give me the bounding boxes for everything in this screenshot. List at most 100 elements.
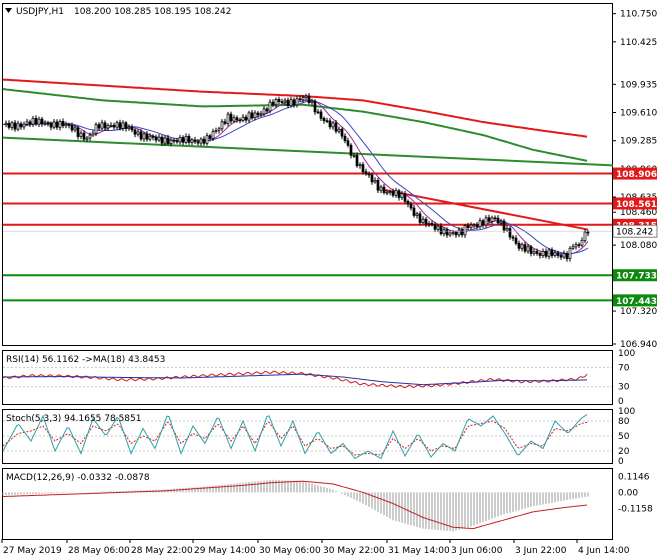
candle-body bbox=[277, 99, 281, 102]
rsi-tick-label: 30 bbox=[618, 383, 630, 393]
candle-body bbox=[265, 108, 269, 112]
candle-body bbox=[442, 229, 446, 235]
candle-body bbox=[427, 223, 431, 225]
level-tag-108.561 bbox=[613, 197, 657, 210]
candle-body bbox=[19, 123, 23, 128]
candle-body bbox=[79, 132, 83, 137]
candle-body bbox=[481, 220, 485, 226]
candle-body bbox=[439, 225, 443, 235]
candle-body bbox=[331, 122, 335, 128]
candle-body bbox=[10, 122, 14, 128]
macd-tick-label: 0.00 bbox=[618, 488, 638, 498]
candle-body bbox=[547, 249, 551, 257]
macd-tick-label: 0.1146 bbox=[618, 472, 650, 482]
candle-body bbox=[259, 113, 263, 116]
candle-body bbox=[238, 119, 242, 122]
current-price-tag bbox=[612, 224, 658, 238]
candle-body bbox=[382, 186, 386, 193]
time-tick-label: 4 Jun 14:00 bbox=[578, 546, 630, 556]
price-panel[interactable]: 110.750 110.425 109.935 109.610 109.285 108.9… bbox=[2, 10, 658, 350]
price-tick-label: 106.940 bbox=[620, 340, 657, 350]
candle-body bbox=[370, 174, 374, 183]
candle-body bbox=[577, 244, 581, 246]
macd-title: MACD(12,26,9) -0.0332 -0.0878 bbox=[6, 473, 150, 483]
panel-frame-0 bbox=[2, 3, 613, 346]
candle-body bbox=[319, 111, 323, 119]
candle-body bbox=[580, 240, 584, 246]
candle-body bbox=[400, 193, 404, 198]
candle-body bbox=[43, 122, 47, 125]
candles[interactable] bbox=[4, 93, 590, 262]
candle-body bbox=[316, 111, 320, 114]
rsi-tick-label: 100 bbox=[618, 349, 635, 359]
candle-body bbox=[346, 140, 350, 146]
level-tag-107.733 bbox=[613, 269, 657, 282]
price-tick-label: 108.460 bbox=[620, 208, 657, 218]
candle-body bbox=[406, 200, 410, 205]
candle-body bbox=[211, 131, 215, 139]
time-tick-label: 28 May 06:00 bbox=[68, 546, 130, 556]
macd-tick-label: -0.1158 bbox=[618, 504, 653, 514]
stoch-k-line bbox=[2, 414, 588, 460]
candle-body bbox=[391, 191, 395, 196]
candle-body bbox=[313, 100, 317, 113]
candle-body bbox=[70, 125, 74, 131]
candle-body bbox=[94, 124, 98, 134]
candle-body bbox=[229, 113, 233, 122]
candle-body bbox=[7, 122, 11, 128]
rsi-ma-line bbox=[3, 373, 587, 386]
candle-body bbox=[82, 132, 86, 140]
candle-body bbox=[178, 137, 182, 143]
candle-body bbox=[484, 217, 488, 226]
rsi-panel[interactable]: 70 30 0 100 bbox=[2, 349, 635, 407]
candle-body bbox=[250, 112, 254, 119]
candle-body bbox=[457, 229, 461, 236]
macd-panel[interactable]: 0.1146 0.00 -0.1158 bbox=[2, 472, 653, 532]
candle-body bbox=[214, 130, 218, 132]
candle-body bbox=[16, 123, 20, 130]
candle-body bbox=[133, 129, 137, 135]
candle-body bbox=[4, 122, 8, 125]
time-tick-label: 30 May 06:00 bbox=[259, 546, 321, 556]
candle-body bbox=[271, 101, 275, 106]
stoch-tick-label: 80 bbox=[618, 417, 630, 427]
candle-body bbox=[403, 193, 407, 202]
candle-body bbox=[169, 139, 173, 144]
candle-body bbox=[154, 137, 158, 141]
candle-body bbox=[73, 127, 77, 131]
candle-body bbox=[286, 99, 290, 106]
candle-body bbox=[511, 236, 515, 239]
candle-body bbox=[91, 132, 95, 136]
candle-body bbox=[568, 247, 572, 260]
candle-body bbox=[118, 122, 122, 129]
candle-body bbox=[193, 139, 197, 143]
candle-body bbox=[172, 139, 176, 142]
candle-body bbox=[100, 122, 104, 129]
rsi-title: RSI(14) 56.1162 ->MA(18) 43.8453 bbox=[6, 355, 165, 365]
candle-body bbox=[142, 133, 146, 140]
candle-body bbox=[532, 251, 536, 254]
candle-body bbox=[538, 253, 542, 256]
candle-body bbox=[574, 244, 578, 248]
candle-body bbox=[253, 112, 257, 119]
trend-line-red bbox=[382, 188, 589, 231]
candle-body bbox=[394, 190, 398, 196]
ma-slow-line bbox=[2, 100, 589, 255]
candle-body bbox=[166, 137, 170, 144]
level-label: 107.443 bbox=[616, 297, 657, 307]
collapse-arrow-icon[interactable] bbox=[5, 8, 12, 13]
candle-body bbox=[175, 140, 179, 143]
candle-body bbox=[181, 137, 185, 143]
candle-body bbox=[22, 123, 26, 128]
candle-body bbox=[223, 121, 227, 124]
stoch-tick-label: 100 bbox=[618, 407, 635, 417]
candle-body bbox=[487, 217, 491, 222]
level-label: 108.906 bbox=[616, 170, 657, 180]
price-tick-label: 107.320 bbox=[620, 307, 657, 317]
candle-body bbox=[145, 133, 149, 140]
stoch-d-line bbox=[2, 420, 588, 456]
candle-body bbox=[46, 122, 50, 125]
time-tick-label: 28 May 22:00 bbox=[131, 546, 193, 556]
